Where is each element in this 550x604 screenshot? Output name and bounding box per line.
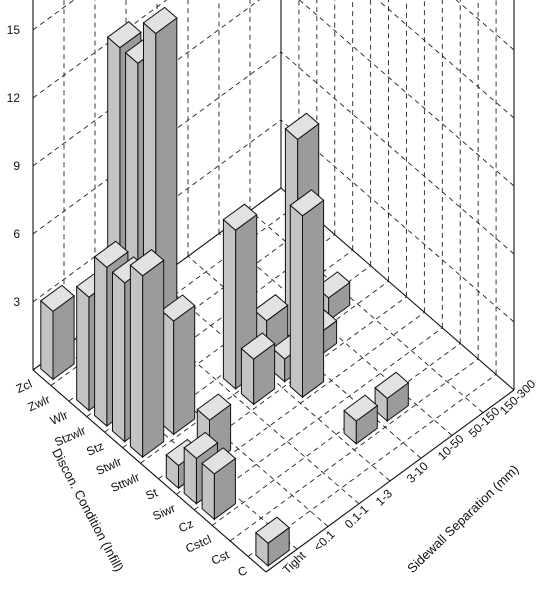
y-tick-label: Stzwlr [52,423,88,449]
x-tick-label: 0.1-1 [342,502,372,531]
y-tick-label: Stz [84,439,106,459]
y-tick-label: Stwlr [94,454,124,478]
bar-face [222,203,258,231]
bar-face [106,21,142,49]
z-tick-label: 15 [7,23,21,37]
bar [201,447,237,521]
y-tick-label: Zwlr [26,392,52,414]
z-tick-label: 9 [13,159,20,173]
bar-face [284,112,320,141]
bar-face [222,218,237,390]
bar-face [173,304,196,436]
floor-gridline [158,296,407,480]
bar-face [93,240,129,269]
bar-face [343,394,379,422]
x-tick-label: 3-10 [404,459,431,486]
bar [289,189,325,399]
bar-face [289,204,303,399]
y-tick-label: Cst [209,547,232,567]
bar [240,332,276,406]
y-tick-label: Cz [176,517,195,536]
axis-frame-edge [32,369,267,573]
bar-face [196,393,232,421]
x-tick-label: <0.1 [311,527,338,554]
y-tick-label: Siwr [151,501,178,523]
bar-face [289,189,325,217]
bar-face [183,431,219,460]
bar-face [39,284,75,313]
wall-gridline [455,0,515,51]
bar-face [142,6,178,35]
wall-gridline [377,0,515,119]
bar-face [240,332,276,360]
bar-face [374,371,410,400]
bar-face [40,299,54,381]
y-tick-label: St [144,485,161,503]
z-tick-label: 12 [7,91,21,105]
bar-face [201,447,237,475]
x-tick-label: 150-300 [497,377,539,418]
bar [39,284,75,381]
x-tick-label: 1-3 [373,486,395,508]
x-tick-label: 50-150 [466,404,503,440]
wall-gridline [298,0,515,187]
y-tick-label: Sttwlr [109,470,142,495]
bars-layer [39,6,410,567]
z-tick-label: 6 [13,227,20,241]
bar-face [255,516,291,544]
bar-face [129,264,144,459]
floor-gridline [247,374,497,557]
x-tick-label: 10-50 [435,431,467,463]
y-tick-label: C [236,563,250,579]
bar-face [253,294,289,322]
bar-face [160,294,196,322]
bar-face [76,285,90,412]
bar [160,294,196,436]
wall-gridline [280,119,515,323]
z-tick-label: 3 [13,295,20,309]
x-axis-title: Sidewall Separation (mm) [404,462,521,576]
floor-gridline [211,343,461,526]
bar [129,249,165,459]
bar-face [302,199,325,399]
bar [255,516,291,567]
bar-face [94,255,108,428]
bar [343,394,379,445]
bar-face [142,259,165,459]
y-tick-label: Cstcl [183,532,213,556]
wall-gridline [280,51,515,255]
axis-frame-edge [265,389,515,573]
bar-face [129,249,165,277]
bar-face [112,271,126,443]
y-tick-label: Zcl [14,377,34,396]
y-tick-label: Wlr [48,408,70,428]
bar [374,371,410,423]
